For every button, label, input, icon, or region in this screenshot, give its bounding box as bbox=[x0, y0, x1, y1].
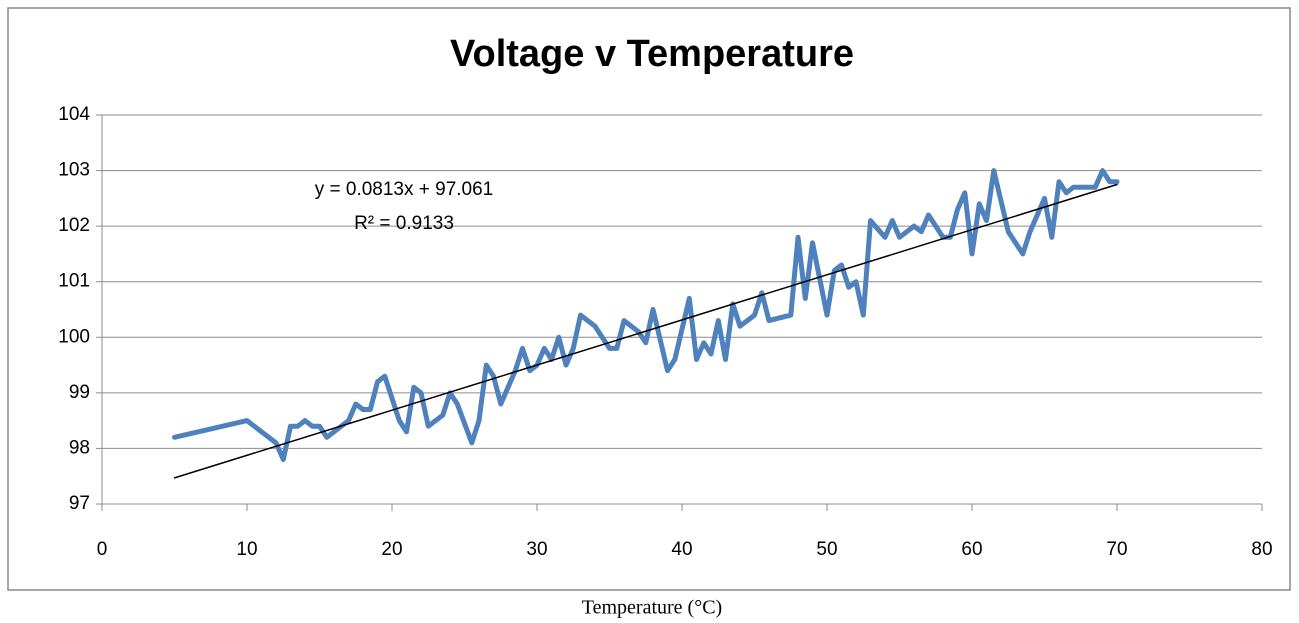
y-tick-label: 103 bbox=[58, 160, 90, 181]
y-tick-label: 104 bbox=[58, 104, 90, 125]
x-tick-label: 80 bbox=[1251, 539, 1272, 560]
series-line bbox=[172, 168, 1120, 462]
y-tick-label: 102 bbox=[58, 215, 90, 236]
y-tick-label: 101 bbox=[58, 271, 90, 292]
y-tick-label: 99 bbox=[69, 382, 90, 403]
x-tick-label: 30 bbox=[526, 539, 547, 560]
y-tick-label: 97 bbox=[69, 493, 90, 514]
annotation: R² = 0.9133 bbox=[354, 213, 454, 234]
chart-title: Voltage v Temperature bbox=[450, 33, 854, 75]
x-tick-label: 40 bbox=[671, 539, 692, 560]
trendline bbox=[173, 183, 1118, 479]
x-tick-label: 70 bbox=[1106, 539, 1127, 560]
chart-border bbox=[7, 7, 1291, 591]
y-tick-label: 98 bbox=[69, 437, 90, 458]
x-tick-label: 0 bbox=[97, 539, 108, 560]
x-tick-label: 50 bbox=[816, 539, 837, 560]
annotation: y = 0.0813x + 97.061 bbox=[315, 179, 494, 200]
x-tick-label: 20 bbox=[381, 539, 402, 560]
x-axis-label: Temperature (°C) bbox=[582, 597, 722, 619]
x-tick-label: 60 bbox=[961, 539, 982, 560]
x-tick-label: 10 bbox=[236, 539, 257, 560]
y-tick-label: 100 bbox=[58, 326, 90, 347]
